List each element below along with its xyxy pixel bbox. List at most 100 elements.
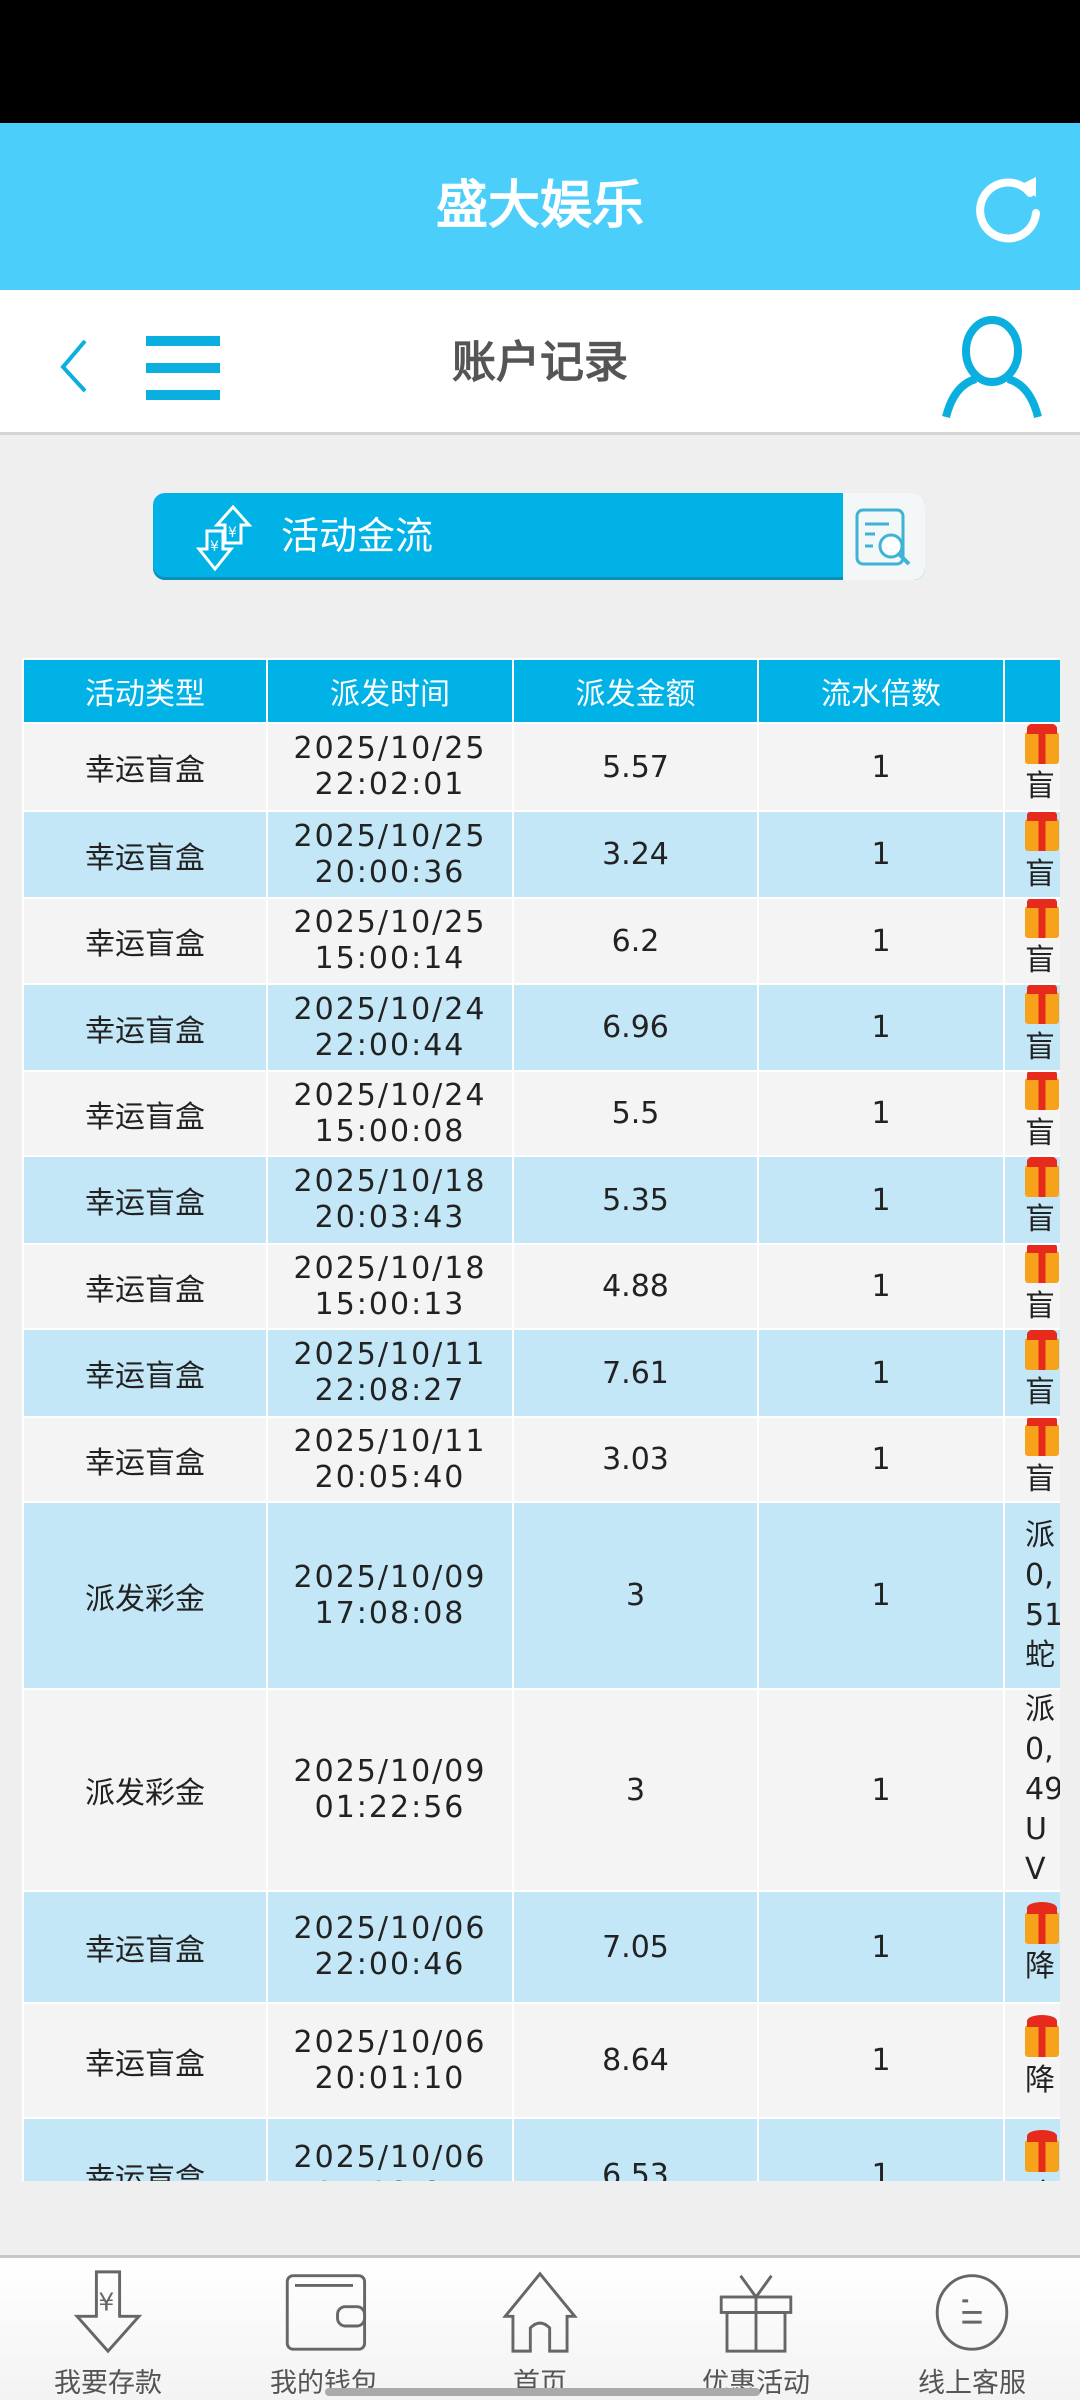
cell-note: 派 0, 51 蛇 (1003, 1501, 1060, 1690)
table-row[interactable]: 幸运盲盒 2025/10/25 15:00:14 6.2 1 盲 (22, 897, 1060, 985)
cell-note: 盲 (1003, 1155, 1060, 1245)
cell-amount: 3 (512, 1501, 759, 1690)
table-row[interactable]: 幸运盲盒 2025/10/25 22:02:01 5.57 1 盲 (22, 722, 1060, 812)
table-row[interactable]: 幸运盲盒 2025/10/11 22:08:27 7.61 1 盲 (22, 1328, 1060, 1418)
cell-multiplier: 1 (757, 983, 1005, 1072)
column-header: 活动类型 (22, 658, 268, 724)
bottom-nav: ¥ 我要存款 我的钱包 首页 优惠活动 线上客服 (0, 2255, 1080, 2400)
column-header: 流水倍数 (757, 658, 1005, 724)
note-text: 盲 (1025, 1029, 1055, 1065)
cell-multiplier: 1 (757, 1070, 1005, 1157)
column-header: 派发时间 (266, 658, 514, 724)
table-row[interactable]: 幸运盲盒 2025/10/18 20:03:43 5.35 1 盲 (22, 1155, 1060, 1245)
refresh-icon[interactable] (972, 171, 1046, 245)
menu-icon[interactable] (146, 336, 220, 400)
table-header: 活动类型 派发时间 派发金额 流水倍数 (22, 658, 1060, 724)
tab-customer-service[interactable]: 线上客服 (864, 2258, 1080, 2400)
note-text: 降 (1025, 2062, 1055, 2098)
note-text: 盲 (1025, 1461, 1055, 1497)
note-text: 盲 (1025, 943, 1055, 978)
tab-home[interactable]: 首页 (432, 2258, 648, 2400)
tab-promotions[interactable]: 优惠活动 (648, 2258, 864, 2400)
cell-amount: 5.35 (512, 1155, 759, 1245)
gift-icon (1025, 1331, 1059, 1370)
cell-type: 派发彩金 (22, 1688, 268, 1892)
cell-multiplier: 1 (757, 1688, 1005, 1892)
cell-note: 盲 (1003, 810, 1060, 899)
cell-time: 2025/10/25 22:02:01 (266, 722, 514, 812)
tab-label: 线上客服 (918, 2368, 1026, 2399)
cell-amount: 6.2 (512, 897, 759, 985)
records-table[interactable]: 活动类型 派发时间 派发金额 流水倍数 幸运盲盒 2025/10/25 22:02:01… (22, 658, 1060, 2181)
cell-multiplier: 1 (757, 722, 1005, 812)
gift-icon (1025, 986, 1059, 1024)
gift-icon (719, 2274, 793, 2353)
cell-type: 幸运盲盒 (22, 1155, 268, 1245)
home-indicator[interactable] (325, 2388, 760, 2396)
activity-flow-filter[interactable]: ¥ ¥ 活动金流 (153, 493, 925, 580)
cell-note: 盲 (1003, 1243, 1060, 1330)
note-text: 盲 (1025, 1375, 1055, 1410)
cell-time: 2025/10/25 20:00:36 (266, 810, 514, 899)
cell-time: 2025/10/11 22:08:27 (266, 1328, 514, 1418)
cell-time: 2025/10/09 01:22:56 (266, 1688, 514, 1892)
cell-amount: 7.61 (512, 1328, 759, 1418)
filter-label: 活动金流 (281, 514, 434, 558)
app-title: 盛大娱乐 (435, 176, 644, 236)
cell-time: 2025/10/24 22:00:44 (266, 983, 514, 1072)
nav-bar: 账户记录 (0, 290, 1080, 435)
cell-note: 派 0, 49 UV (1003, 1688, 1060, 1892)
cell-amount: 4.88 (512, 1243, 759, 1330)
cell-type: 幸运盲盒 (22, 1070, 268, 1157)
cell-amount: 8.64 (512, 2002, 759, 2119)
table-row[interactable]: 派发彩金 2025/10/09 01:22:56 3 1 派 0, 49 UV (22, 1688, 1060, 1892)
cell-note: 盲 (1003, 1070, 1060, 1157)
table-row[interactable]: 幸运盲盒 2025/10/24 15:00:08 5.5 1 盲 (22, 1070, 1060, 1157)
table-row[interactable]: 幸运盲盒 2025/10/06 20:01:10 8.64 1 降 (22, 2002, 1060, 2119)
note-text: 降 (1025, 1949, 1055, 1984)
chevron-left-icon[interactable] (55, 335, 95, 395)
gift-icon (1025, 2130, 1059, 2172)
cell-type: 幸运盲盒 (22, 2002, 268, 2119)
cell-multiplier: 1 (757, 810, 1005, 899)
user-icon[interactable] (940, 315, 1044, 419)
cell-type: 幸运盲盒 (22, 897, 268, 985)
note-text: 降 (1025, 2176, 1060, 2182)
tab-wallet[interactable]: 我的钱包 (216, 2258, 432, 2400)
cell-type: 幸运盲盒 (22, 1890, 268, 2004)
cell-note: 盲 (1003, 722, 1060, 812)
cell-note: 降 (1003, 2117, 1060, 2182)
cell-multiplier: 1 (757, 2002, 1005, 2119)
svg-text:¥: ¥ (98, 2288, 114, 2317)
gift-icon (1025, 1246, 1059, 1283)
cell-time: 2025/10/06 15:12:24 (266, 2117, 514, 2181)
table-row[interactable]: 幸运盲盒 2025/10/18 15:00:13 4.88 1 盲 (22, 1243, 1060, 1330)
table-row[interactable]: 幸运盲盒 2025/10/24 22:00:44 6.96 1 盲 (22, 983, 1060, 1072)
cell-multiplier: 1 (757, 2117, 1005, 2181)
cell-note: 盲 (1003, 897, 1060, 985)
table-row[interactable]: 幸运盲盒 2025/10/06 22:00:46 7.05 1 降 (22, 1890, 1060, 2004)
cell-amount: 5.5 (512, 1070, 759, 1157)
column-header: 派发金额 (512, 658, 759, 724)
cell-multiplier: 1 (757, 1155, 1005, 1245)
gift-icon (1025, 2015, 1059, 2057)
table-row[interactable]: 幸运盲盒 2025/10/25 20:00:36 3.24 1 盲 (22, 810, 1060, 899)
search-list-icon (855, 508, 911, 565)
cell-type: 幸运盲盒 (22, 810, 268, 899)
cell-multiplier: 1 (757, 1416, 1005, 1503)
cell-multiplier: 1 (757, 897, 1005, 985)
table-row[interactable]: 幸运盲盒 2025/10/11 20:05:40 3.03 1 盲 (22, 1416, 1060, 1503)
note-text: 派 0, 49 UV (1025, 1692, 1060, 1887)
home-icon (502, 2271, 578, 2353)
svg-text:¥: ¥ (228, 525, 237, 541)
cell-time: 2025/10/18 15:00:13 (266, 1243, 514, 1330)
note-text: 盲 (1025, 856, 1055, 892)
table-row[interactable]: 派发彩金 2025/10/09 17:08:08 3 1 派 0, 51 蛇 (22, 1501, 1060, 1690)
money-exchange-icon: ¥¥ (195, 504, 253, 572)
cell-amount: 6.96 (512, 983, 759, 1072)
search-list-button[interactable] (843, 493, 925, 580)
app-header: 盛大娱乐 (0, 123, 1080, 290)
cell-type: 幸运盲盒 (22, 722, 268, 812)
tab-deposit[interactable]: ¥ 我要存款 (0, 2258, 216, 2400)
